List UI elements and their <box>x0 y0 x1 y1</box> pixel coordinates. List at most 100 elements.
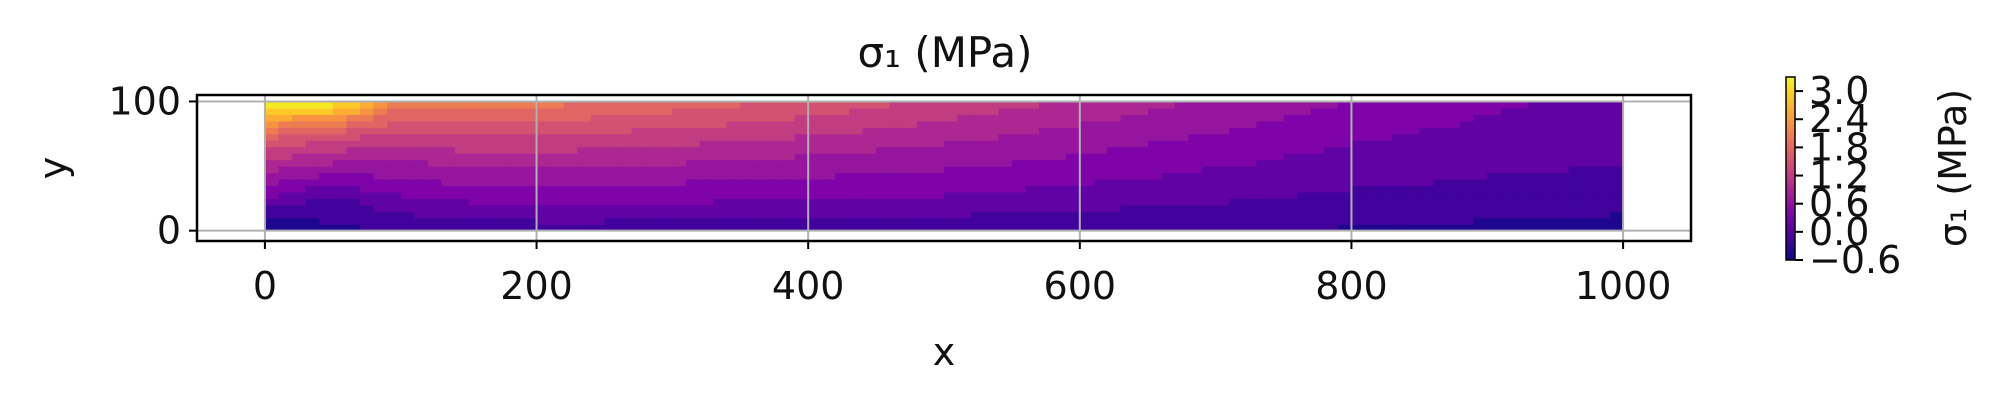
heatmap-cell <box>740 133 755 141</box>
heatmap-cell <box>359 178 375 187</box>
heatmap-cell <box>1446 101 1461 109</box>
heatmap-cell <box>984 217 999 225</box>
heatmap-cell <box>319 204 334 212</box>
heatmap-cell <box>427 159 443 167</box>
heatmap-cell <box>916 185 932 193</box>
heatmap-cell <box>468 127 483 135</box>
heatmap-cell <box>685 146 701 154</box>
heatmap-cell <box>305 204 320 212</box>
x-tick-label: 200 <box>500 264 573 308</box>
heatmap-cell <box>971 120 986 128</box>
heatmap-cell <box>699 127 714 135</box>
heatmap-cell <box>536 217 551 225</box>
heatmap-cell <box>672 204 687 212</box>
heatmap-cell <box>1351 191 1366 199</box>
heatmap-cell <box>1256 217 1271 225</box>
heatmap-cell <box>1066 114 1081 122</box>
heatmap-cell <box>1419 120 1434 128</box>
x-tick-label: 400 <box>772 264 845 308</box>
heatmap-cell <box>1215 146 1230 154</box>
heatmap-cell <box>1202 178 1217 187</box>
heatmap-cell <box>1147 217 1162 225</box>
heatmap-cell <box>1541 185 1556 193</box>
heatmap-cell <box>740 211 755 219</box>
heatmap-cell <box>495 217 510 225</box>
heatmap-cell <box>808 146 823 154</box>
heatmap-cell <box>726 133 741 141</box>
heatmap-cell <box>1609 107 1624 115</box>
heatmap-cell <box>821 198 836 206</box>
heatmap-cell <box>1052 198 1067 206</box>
heatmap-cell <box>672 211 687 219</box>
heatmap-cell <box>468 224 483 231</box>
heatmap-cell <box>414 224 429 231</box>
heatmap-cell <box>1079 153 1094 161</box>
heatmap-cell <box>509 153 524 161</box>
heatmap-cell <box>658 107 673 115</box>
heatmap-cell <box>645 204 660 212</box>
heatmap-cell <box>359 107 375 115</box>
heatmap-cell <box>1500 178 1516 187</box>
heatmap-cell <box>400 114 415 122</box>
heatmap-cell <box>604 140 619 148</box>
heatmap-cell <box>767 185 782 193</box>
heatmap-cell <box>1392 146 1407 154</box>
heatmap-cell <box>1365 133 1380 141</box>
heatmap-cell <box>278 224 293 231</box>
heatmap-cell <box>658 211 673 219</box>
heatmap-cell <box>699 185 714 193</box>
heatmap-cell <box>400 191 415 199</box>
heatmap-cell <box>1337 204 1353 212</box>
heatmap-cell <box>971 204 986 212</box>
heatmap-cell <box>1215 178 1230 187</box>
heatmap-cell <box>713 120 728 128</box>
heatmap-cell <box>1582 107 1597 115</box>
heatmap-cell <box>876 217 891 225</box>
heatmap-cell <box>753 159 769 167</box>
heatmap-cell <box>1446 153 1461 161</box>
heatmap-cell <box>577 191 592 199</box>
heatmap-cell <box>1147 114 1162 122</box>
heatmap-cell <box>726 178 741 187</box>
heatmap-cell <box>1174 101 1190 109</box>
heatmap-cell <box>1595 198 1611 206</box>
heatmap-cell <box>1106 217 1122 225</box>
heatmap-cell <box>1419 172 1434 180</box>
heatmap-cell <box>971 198 986 206</box>
heatmap-cell <box>1310 153 1325 161</box>
heatmap-cell <box>631 120 646 128</box>
heatmap-cell <box>1011 140 1027 148</box>
heatmap-cell <box>916 114 932 122</box>
heatmap-cell <box>1093 101 1108 109</box>
heatmap-cell <box>767 120 782 128</box>
heatmap-cell <box>930 159 945 167</box>
heatmap-cell <box>1093 146 1108 154</box>
heatmap-cell <box>305 172 320 180</box>
heatmap-cell <box>672 217 687 225</box>
heatmap-cell <box>319 140 334 148</box>
heatmap-cell <box>631 114 646 122</box>
heatmap-cell <box>740 224 755 231</box>
heatmap-cell <box>713 153 728 161</box>
heatmap-cell <box>1066 146 1081 154</box>
heatmap-cell <box>903 114 918 122</box>
heatmap-cell <box>889 140 904 148</box>
heatmap-cell <box>645 211 660 219</box>
heatmap-cell <box>903 198 918 206</box>
heatmap-cell <box>468 172 483 180</box>
heatmap-cell <box>1079 120 1094 128</box>
heatmap-cell <box>278 159 293 167</box>
heatmap-cell <box>821 166 836 174</box>
heatmap-cell <box>577 140 592 148</box>
heatmap-cell <box>848 153 864 161</box>
heatmap-cell <box>1188 224 1203 231</box>
heatmap-cell <box>292 146 307 154</box>
heatmap-cell <box>944 166 959 174</box>
heatmap-cell <box>1134 198 1149 206</box>
heatmap-cell <box>794 172 809 180</box>
heatmap-cell <box>930 166 945 174</box>
heatmap-cell <box>726 211 741 219</box>
heatmap-cell <box>1378 178 1393 187</box>
heatmap-cell <box>332 198 347 206</box>
heatmap-cell <box>590 159 606 167</box>
